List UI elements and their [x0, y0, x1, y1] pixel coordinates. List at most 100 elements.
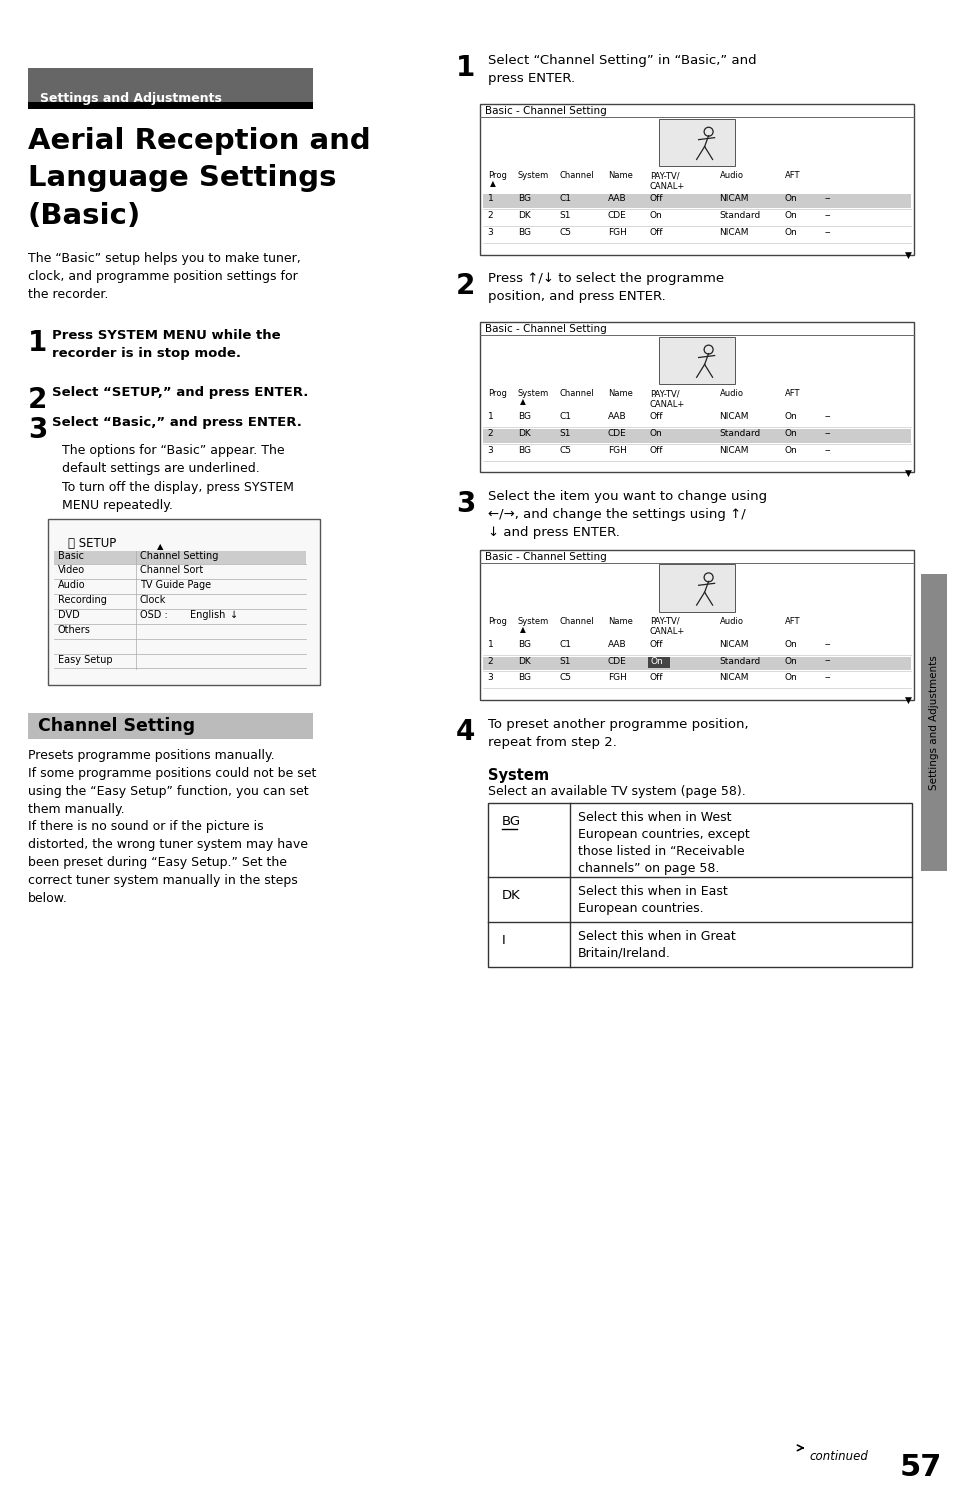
Text: 2: 2: [487, 429, 493, 438]
Text: --: --: [823, 195, 830, 204]
Text: BG: BG: [517, 446, 530, 455]
Text: C1: C1: [559, 195, 571, 204]
Text: Channel: Channel: [559, 389, 594, 398]
Text: AAB: AAB: [607, 412, 625, 421]
Text: On: On: [783, 446, 797, 455]
Text: Select “Basic,” and press ENTER.: Select “Basic,” and press ENTER.: [51, 416, 301, 429]
Bar: [658, 337, 734, 385]
Text: Aerial Reception and: Aerial Reception and: [28, 126, 371, 155]
Text: (Basic): (Basic): [28, 202, 141, 230]
Text: On: On: [650, 657, 662, 666]
Text: Clock: Clock: [140, 596, 166, 605]
Text: 1: 1: [456, 55, 475, 82]
Text: BG: BG: [517, 412, 530, 421]
Text: Audio: Audio: [58, 581, 86, 590]
Text: BG: BG: [517, 673, 530, 682]
Text: On: On: [783, 412, 797, 421]
Text: BG: BG: [517, 640, 530, 649]
Text: Select this when in East
European countries.: Select this when in East European countr…: [578, 886, 727, 915]
Text: S1: S1: [559, 429, 571, 438]
Text: On: On: [783, 657, 797, 666]
Text: ▼: ▼: [903, 251, 910, 260]
Text: 2: 2: [456, 272, 475, 300]
Bar: [479, 104, 914, 254]
Text: CDE: CDE: [607, 429, 626, 438]
Text: System: System: [517, 617, 548, 626]
Text: Off: Off: [649, 673, 662, 682]
Text: Language Settings: Language Settings: [28, 165, 336, 192]
Text: CDE: CDE: [607, 657, 626, 666]
Text: 3: 3: [487, 673, 493, 682]
Text: Standard: Standard: [719, 657, 760, 666]
Bar: [54, 551, 306, 565]
Bar: [479, 550, 914, 700]
Text: 3: 3: [487, 227, 493, 236]
Bar: [28, 103, 313, 108]
Text: Standard: Standard: [719, 429, 760, 438]
Text: NICAM: NICAM: [719, 640, 748, 649]
Bar: [921, 575, 946, 871]
Text: DK: DK: [517, 429, 530, 438]
Text: Name: Name: [607, 171, 632, 180]
Text: Audio: Audio: [719, 389, 742, 398]
Text: ▼: ▼: [903, 697, 910, 706]
Text: Press ↑/↓ to select the programme
position, and press ENTER.: Press ↑/↓ to select the programme positi…: [487, 272, 723, 303]
Text: On: On: [783, 227, 797, 236]
Text: Name: Name: [607, 389, 632, 398]
Text: Select “SETUP,” and press ENTER.: Select “SETUP,” and press ENTER.: [51, 386, 308, 400]
Text: Basic - Channel Setting: Basic - Channel Setting: [484, 551, 606, 562]
Text: NICAM: NICAM: [719, 673, 748, 682]
Text: Off: Off: [649, 227, 662, 236]
Text: --: --: [823, 640, 830, 649]
Text: Settings and Adjustments: Settings and Adjustments: [928, 655, 939, 791]
Text: BG: BG: [501, 814, 520, 828]
Text: The options for “Basic” appear. The
default settings are underlined.: The options for “Basic” appear. The defa…: [62, 444, 284, 474]
Text: --: --: [823, 673, 830, 682]
Bar: [479, 322, 914, 473]
Text: NICAM: NICAM: [719, 227, 748, 236]
Text: ▼: ▼: [903, 468, 910, 477]
Text: PAY-TV/
CANAL+: PAY-TV/ CANAL+: [649, 171, 684, 190]
Text: DK: DK: [517, 211, 530, 220]
Text: 2: 2: [487, 657, 493, 666]
Text: --: --: [823, 227, 830, 236]
Bar: [647, 657, 669, 669]
Text: 57: 57: [899, 1453, 941, 1482]
Text: PAY-TV/
CANAL+: PAY-TV/ CANAL+: [649, 617, 684, 636]
Text: 3: 3: [456, 490, 475, 519]
Text: C5: C5: [559, 673, 571, 682]
Bar: [482, 429, 910, 443]
Text: S1: S1: [559, 657, 571, 666]
Text: OSD :: OSD :: [140, 611, 168, 620]
Text: 3: 3: [28, 416, 48, 444]
Bar: [658, 119, 734, 166]
Text: The “Basic” setup helps you to make tuner,
clock, and programme position setting: The “Basic” setup helps you to make tune…: [28, 251, 300, 300]
Bar: [28, 713, 313, 739]
Text: Channel: Channel: [559, 617, 594, 626]
Text: English: English: [190, 611, 225, 620]
Text: DK: DK: [517, 657, 530, 666]
Text: NICAM: NICAM: [719, 446, 748, 455]
Text: DVD: DVD: [58, 611, 80, 620]
Text: On: On: [783, 195, 797, 204]
Text: --: --: [823, 657, 830, 666]
Text: 1: 1: [487, 412, 493, 421]
Text: On: On: [649, 211, 661, 220]
Text: 1: 1: [28, 328, 48, 357]
Text: ↓: ↓: [230, 611, 237, 620]
Bar: [482, 195, 910, 208]
Text: 2: 2: [487, 211, 493, 220]
Text: 1: 1: [487, 640, 493, 649]
Text: ⎙ SETUP: ⎙ SETUP: [68, 536, 116, 550]
Text: --: --: [823, 446, 830, 455]
Text: --: --: [823, 211, 830, 220]
Text: BG: BG: [517, 227, 530, 236]
Text: Off: Off: [649, 195, 662, 204]
Text: CDE: CDE: [607, 211, 626, 220]
Bar: [482, 657, 910, 670]
Text: Prog: Prog: [487, 171, 506, 180]
Text: NICAM: NICAM: [719, 412, 748, 421]
Text: Settings and Adjustments: Settings and Adjustments: [40, 92, 222, 106]
Text: Channel Setting: Channel Setting: [38, 718, 195, 736]
Bar: [28, 68, 313, 104]
